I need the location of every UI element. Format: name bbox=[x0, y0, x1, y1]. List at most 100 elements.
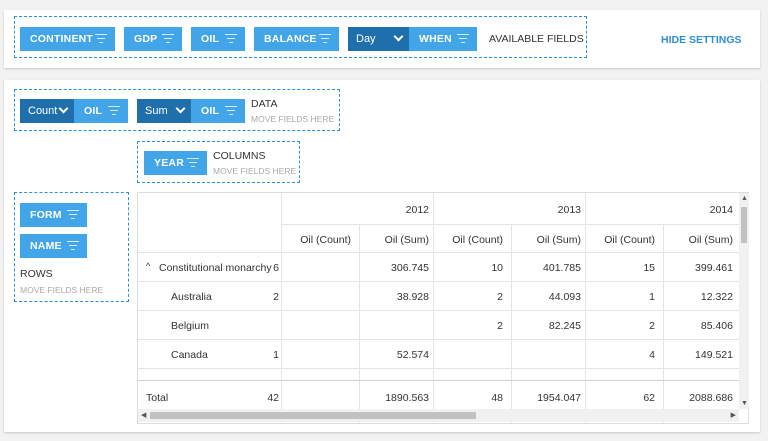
chevron-down-icon bbox=[58, 103, 69, 114]
data-area-label: DATA bbox=[251, 98, 278, 110]
filter-icon[interactable] bbox=[95, 34, 107, 44]
filter-icon[interactable] bbox=[225, 106, 237, 116]
oil-field-label: OIL bbox=[201, 33, 220, 45]
columns-area-hint: MOVE FIELDS HERE bbox=[213, 166, 297, 176]
form-row-label: FORM bbox=[30, 209, 62, 221]
oil-sum-data-chip[interactable]: OIL bbox=[191, 99, 245, 123]
balance-field-chip[interactable]: BALANCE bbox=[254, 27, 339, 51]
filter-icon[interactable] bbox=[319, 34, 331, 44]
table-cell: 6 bbox=[273, 262, 279, 274]
sum-aggregation-value: Sum bbox=[145, 105, 168, 117]
gdp-field-chip[interactable]: GDP bbox=[124, 27, 182, 51]
count-aggregation-value: Count bbox=[28, 105, 58, 117]
table-cell: 52.574 bbox=[396, 349, 429, 361]
filter-icon[interactable] bbox=[108, 106, 120, 116]
oil-count-data-chip[interactable]: OIL bbox=[74, 99, 128, 123]
total-cell: 48 bbox=[491, 392, 503, 404]
total-cell: 62 bbox=[643, 392, 655, 404]
sum-aggregation-dropdown[interactable]: Sum bbox=[137, 99, 191, 123]
gdp-field-label: GDP bbox=[134, 33, 158, 45]
table-cell: 38.928 bbox=[396, 291, 429, 303]
table-cell: 2 bbox=[649, 320, 655, 332]
table-cell: 10 bbox=[491, 262, 503, 274]
table-cell: 1 bbox=[649, 291, 655, 303]
table-cell: 82.245 bbox=[548, 320, 581, 332]
name-row-label: NAME bbox=[30, 240, 62, 252]
filter-icon[interactable] bbox=[225, 34, 237, 44]
total-cell: 2088.686 bbox=[689, 392, 733, 404]
rows-area-dropzone[interactable] bbox=[14, 192, 129, 302]
when-field-chip[interactable]: WHEN bbox=[409, 27, 477, 51]
oil-field-chip[interactable]: OIL bbox=[191, 27, 245, 51]
measure-header[interactable]: Oil (Count) bbox=[452, 234, 503, 246]
filter-icon[interactable] bbox=[67, 241, 79, 251]
horizontal-scrollbar[interactable]: ◀ ▶ bbox=[138, 409, 739, 422]
scroll-right-icon[interactable]: ▶ bbox=[730, 412, 736, 419]
balance-field-label: BALANCE bbox=[264, 33, 317, 45]
table-cell: 4 bbox=[649, 349, 655, 361]
table-cell: 306.745 bbox=[391, 262, 429, 274]
rows-area-label: ROWS bbox=[20, 268, 53, 280]
table-cell: 401.785 bbox=[543, 262, 581, 274]
scroll-down-icon[interactable]: ▼ bbox=[741, 400, 748, 407]
filter-icon[interactable] bbox=[162, 34, 174, 44]
scroll-up-icon[interactable]: ▲ bbox=[741, 195, 748, 202]
measure-header[interactable]: Oil (Count) bbox=[604, 234, 655, 246]
table-cell: 2 bbox=[273, 291, 279, 303]
available-fields-dropzone[interactable] bbox=[14, 16, 587, 58]
row-header-group[interactable]: Constitutional monarchy bbox=[159, 262, 272, 274]
data-area-dropzone[interactable] bbox=[14, 89, 340, 131]
oil-sum-data-label: OIL bbox=[201, 105, 220, 117]
table-cell: 2 bbox=[497, 320, 503, 332]
table-cell: 1 bbox=[273, 349, 279, 361]
columns-area-dropzone[interactable] bbox=[137, 141, 300, 183]
table-cell: 15 bbox=[643, 262, 655, 274]
vertical-scrollbar[interactable]: ▲ ▼ bbox=[739, 193, 749, 409]
vertical-scroll-thumb[interactable] bbox=[741, 207, 747, 243]
row-header: Canada bbox=[171, 349, 208, 361]
count-aggregation-dropdown[interactable]: Count bbox=[20, 99, 74, 123]
table-cell: 399.461 bbox=[695, 262, 733, 274]
total-row-header: Total bbox=[146, 392, 169, 404]
table-cell: 85.406 bbox=[700, 320, 733, 332]
chevron-down-icon bbox=[175, 103, 186, 114]
available-fields-label: AVAILABLE FIELDS bbox=[489, 33, 584, 45]
row-header: Australia bbox=[171, 291, 212, 303]
name-row-chip[interactable]: NAME bbox=[20, 234, 87, 258]
form-row-chip[interactable]: FORM bbox=[20, 203, 87, 227]
when-field-label: WHEN bbox=[419, 33, 452, 45]
horizontal-scroll-thumb[interactable] bbox=[150, 412, 476, 419]
row-header: Belgium bbox=[171, 320, 209, 332]
measure-header[interactable]: Oil (Sum) bbox=[384, 234, 429, 246]
filter-icon[interactable] bbox=[457, 34, 469, 44]
date-interval-value: Day bbox=[356, 33, 376, 45]
filter-icon[interactable] bbox=[187, 158, 199, 168]
total-cell: 1890.563 bbox=[385, 392, 429, 404]
year-header-2013[interactable]: 2013 bbox=[557, 204, 581, 216]
hide-settings-button[interactable]: HIDE SETTINGS bbox=[661, 34, 742, 46]
year-header-2012[interactable]: 2012 bbox=[405, 204, 429, 216]
year-header-2014[interactable]: 2014 bbox=[709, 204, 733, 216]
collapse-chevron-icon[interactable]: ^ bbox=[146, 261, 151, 271]
chevron-down-icon bbox=[393, 31, 404, 42]
table-cell: 44.093 bbox=[548, 291, 581, 303]
total-cell: 1954.047 bbox=[537, 392, 581, 404]
table-cell: 149.521 bbox=[695, 349, 733, 361]
measure-header[interactable]: Oil (Sum) bbox=[536, 234, 581, 246]
table-cell: 2 bbox=[497, 291, 503, 303]
filter-icon[interactable] bbox=[67, 210, 79, 220]
measure-header[interactable]: Oil (Count) bbox=[300, 234, 351, 246]
scroll-left-icon[interactable]: ◀ bbox=[141, 412, 147, 419]
year-column-chip[interactable]: YEAR bbox=[144, 151, 207, 175]
continent-field-chip[interactable]: CONTINENT bbox=[20, 27, 115, 51]
total-cell: 42 bbox=[267, 392, 279, 404]
table-cell: 12.322 bbox=[700, 291, 733, 303]
oil-count-data-label: OIL bbox=[84, 105, 103, 117]
year-column-label: YEAR bbox=[154, 157, 184, 169]
data-area-hint: MOVE FIELDS HERE bbox=[251, 114, 335, 124]
measure-header[interactable]: Oil (Sum) bbox=[688, 234, 733, 246]
continent-field-label: CONTINENT bbox=[30, 33, 94, 45]
pivot-grid: 2012 2013 2014 Oil (Count) Oil (Sum) Oil… bbox=[137, 192, 749, 424]
date-interval-dropdown[interactable]: Day bbox=[348, 27, 409, 51]
rows-area-hint: MOVE FIELDS HERE bbox=[20, 285, 104, 295]
